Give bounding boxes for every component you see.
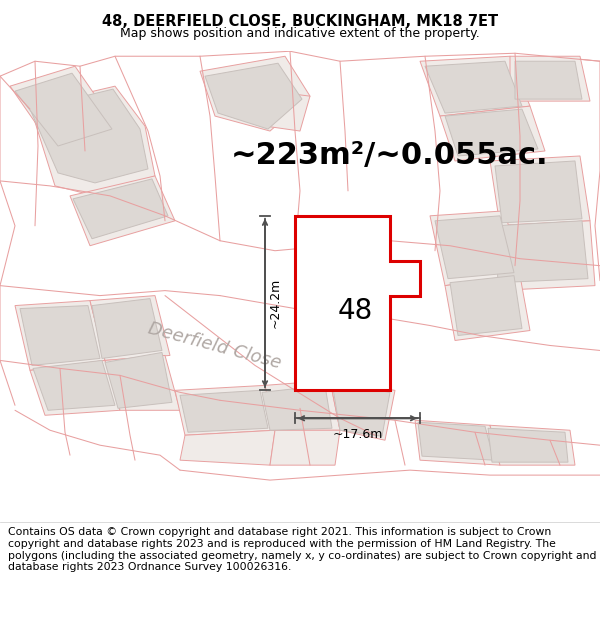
Polygon shape xyxy=(10,66,120,151)
Polygon shape xyxy=(295,216,420,391)
Text: Deerfield Close: Deerfield Close xyxy=(146,319,284,372)
Polygon shape xyxy=(490,221,595,291)
Polygon shape xyxy=(15,73,112,146)
Polygon shape xyxy=(73,179,168,239)
Polygon shape xyxy=(205,63,302,129)
Text: 48: 48 xyxy=(337,296,373,324)
Polygon shape xyxy=(330,381,395,440)
Polygon shape xyxy=(20,306,100,366)
Polygon shape xyxy=(200,56,310,131)
Polygon shape xyxy=(435,216,514,279)
Text: ~17.6m: ~17.6m xyxy=(332,428,383,441)
Polygon shape xyxy=(70,176,175,246)
Text: Map shows position and indicative extent of the property.: Map shows position and indicative extent… xyxy=(120,27,480,40)
Text: 48, DEERFIELD CLOSE, BUCKINGHAM, MK18 7ET: 48, DEERFIELD CLOSE, BUCKINGHAM, MK18 7E… xyxy=(102,14,498,29)
Polygon shape xyxy=(33,361,115,410)
Polygon shape xyxy=(490,156,590,226)
Polygon shape xyxy=(510,56,590,101)
Polygon shape xyxy=(495,221,588,282)
Polygon shape xyxy=(305,226,380,376)
Polygon shape xyxy=(440,106,545,161)
Polygon shape xyxy=(175,386,275,435)
Polygon shape xyxy=(92,299,162,358)
Polygon shape xyxy=(490,425,575,465)
Polygon shape xyxy=(105,352,172,408)
Polygon shape xyxy=(425,61,522,113)
Polygon shape xyxy=(420,56,530,116)
Polygon shape xyxy=(418,422,494,460)
Polygon shape xyxy=(430,211,520,286)
Polygon shape xyxy=(450,276,522,336)
Polygon shape xyxy=(180,430,275,465)
Polygon shape xyxy=(445,276,530,341)
Text: ~223m²/~0.055ac.: ~223m²/~0.055ac. xyxy=(231,141,549,171)
Polygon shape xyxy=(180,391,268,432)
Polygon shape xyxy=(265,91,310,131)
Polygon shape xyxy=(265,381,340,430)
Polygon shape xyxy=(30,89,148,183)
Polygon shape xyxy=(445,109,538,156)
Polygon shape xyxy=(270,430,340,465)
Polygon shape xyxy=(30,86,155,196)
Polygon shape xyxy=(415,420,500,465)
Text: ~24.2m: ~24.2m xyxy=(269,278,282,328)
Polygon shape xyxy=(105,356,180,410)
Polygon shape xyxy=(495,161,582,222)
Polygon shape xyxy=(30,361,120,415)
Polygon shape xyxy=(262,386,332,430)
Polygon shape xyxy=(488,428,568,462)
Polygon shape xyxy=(15,301,105,371)
Polygon shape xyxy=(515,61,582,99)
Polygon shape xyxy=(90,296,170,361)
Polygon shape xyxy=(332,382,390,436)
Text: Contains OS data © Crown copyright and database right 2021. This information is : Contains OS data © Crown copyright and d… xyxy=(8,528,596,572)
